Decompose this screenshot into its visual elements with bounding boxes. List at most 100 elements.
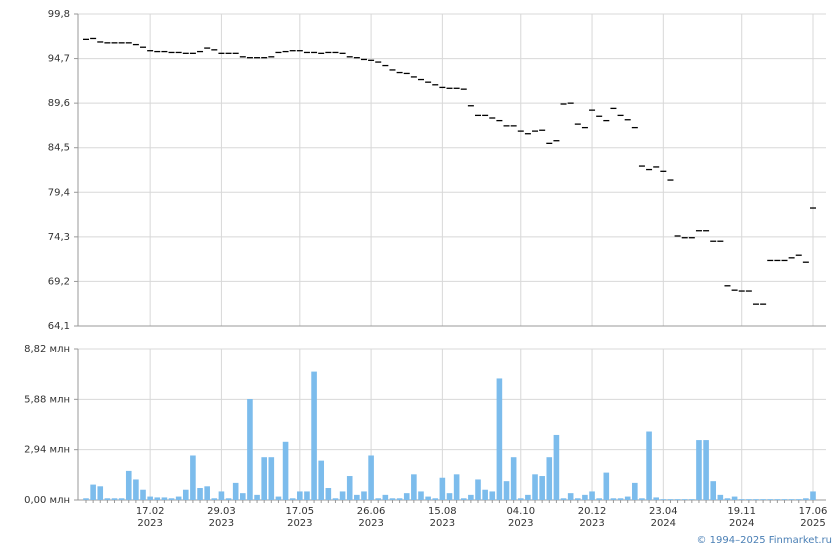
volume-bar	[247, 398, 253, 500]
volume-bar	[361, 491, 367, 500]
volume-bar	[133, 479, 139, 500]
volume-bar	[104, 498, 111, 500]
x-tick-label: 26.06 2023	[356, 506, 386, 529]
y-tick-label: 64,1	[48, 321, 70, 332]
volume-bar	[311, 371, 317, 500]
y-tick-label: 99,8	[48, 9, 70, 20]
volume-bar	[696, 440, 702, 500]
volume-bar	[446, 493, 453, 500]
volume-bar	[667, 499, 674, 500]
volume-bar	[154, 497, 161, 500]
volume-bar	[297, 491, 303, 500]
volume-bar	[624, 496, 631, 500]
volume-bar	[161, 497, 168, 500]
y-tick-label: 5,88 млн	[24, 394, 70, 405]
volume-bar	[632, 482, 638, 500]
volume-bar	[218, 491, 225, 500]
volume-bar	[646, 431, 652, 500]
x-tick-label: 15.08 2023	[428, 506, 457, 529]
volume-bar	[489, 491, 496, 500]
volume-bar	[97, 486, 104, 500]
volume-bar	[560, 498, 567, 500]
volume-bar	[403, 493, 410, 500]
x-tick-label: 20.12 2023	[577, 506, 607, 529]
volume-bar	[681, 499, 688, 500]
x-tick-label: 17.05 2023	[285, 506, 315, 529]
volume-bar	[738, 499, 745, 500]
volume-bar	[746, 499, 752, 500]
y-tick-label: 74,3	[48, 232, 70, 243]
volume-bar	[574, 498, 581, 500]
volume-bar	[225, 498, 232, 500]
volume-bar	[781, 499, 788, 500]
volume-bar	[596, 498, 602, 500]
volume-bar	[211, 498, 218, 500]
volume-bar	[810, 491, 816, 500]
volume-bar	[482, 489, 488, 500]
x-tick-label: 17.02 2023	[135, 506, 165, 529]
x-tick-label: 04.10 2023	[506, 506, 536, 529]
volume-bar	[468, 494, 474, 500]
volume-bar	[753, 499, 759, 500]
y-tick-label: 89,6	[48, 98, 70, 109]
y-tick-label: 0,00 млн	[24, 495, 70, 506]
volume-bar	[503, 481, 510, 500]
volume-bar	[760, 499, 766, 500]
y-tick-label: 94,7	[48, 54, 70, 65]
volume-bar	[689, 499, 695, 500]
y-tick-label: 69,2	[48, 276, 70, 287]
volume-bar	[582, 494, 588, 500]
volume-bar	[325, 488, 332, 500]
volume-bar	[182, 489, 189, 500]
volume-bar	[432, 498, 439, 500]
volume-bar	[396, 498, 403, 500]
volume-bar	[354, 494, 360, 500]
volume-bar	[197, 488, 203, 500]
volume-bar	[418, 491, 424, 500]
volume-bar	[510, 457, 517, 500]
volume-bar	[118, 498, 125, 500]
volume-bar	[389, 498, 396, 500]
y-tick-label: 79,4	[48, 187, 70, 198]
x-tick-label: 19.11 2024	[727, 506, 757, 529]
volume-bar	[453, 474, 460, 500]
volume-bar	[339, 491, 346, 500]
volume-bar	[710, 481, 717, 500]
volume-bar	[90, 484, 96, 500]
volume-bar	[660, 499, 667, 500]
x-tick-label: 29.03 2023	[207, 506, 236, 529]
volume-bar	[318, 460, 325, 500]
x-tick-label: 23.04 2024	[648, 506, 678, 529]
volume-bar	[275, 496, 282, 500]
volume-bar	[425, 496, 431, 500]
volume-bar	[532, 474, 538, 500]
volume-bar	[140, 489, 146, 500]
volume-bar	[475, 479, 481, 500]
copyright: © 1994–2025 Finmarket.ru	[696, 535, 832, 546]
volume-bar	[610, 498, 617, 500]
volume-bar	[439, 477, 446, 500]
y-tick-label: 84,5	[48, 143, 70, 154]
volume-bar	[774, 499, 781, 500]
volume-bar	[232, 482, 239, 500]
volume-bar	[589, 491, 595, 500]
volume-bar	[168, 498, 175, 500]
volume-bar	[788, 499, 795, 500]
volume-bar	[204, 486, 210, 500]
volume-bar	[147, 496, 153, 500]
volume-bar	[83, 498, 89, 500]
volume-bar	[375, 498, 382, 500]
volume-bar	[261, 457, 267, 500]
volume-bar	[674, 499, 681, 500]
volume-bar	[731, 496, 738, 500]
volume-bar	[332, 498, 339, 500]
volume-bar	[553, 434, 560, 500]
volume-bar	[282, 441, 289, 500]
volume-bar	[240, 493, 246, 500]
volume-bar	[368, 455, 374, 500]
volume-bar	[567, 493, 574, 500]
volume-bar	[517, 498, 524, 500]
volume-bar	[304, 491, 310, 500]
